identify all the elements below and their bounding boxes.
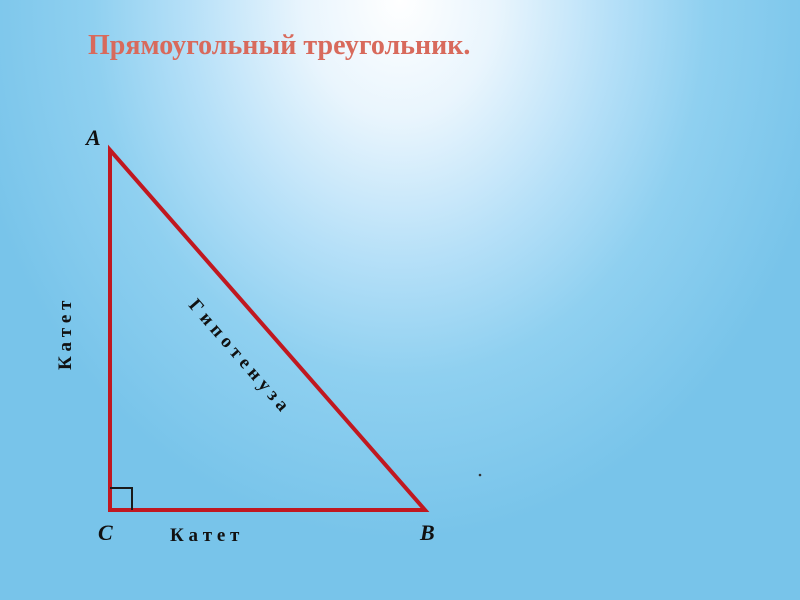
vertex-label-a: А: [86, 125, 101, 151]
side-label-leg-horizontal: К а т е т: [170, 525, 239, 547]
vertex-label-c: С: [98, 520, 113, 546]
tiny-dot: [479, 474, 482, 477]
right-angle-marker: [110, 488, 132, 510]
side-label-leg-vertical: К а т е т: [55, 301, 77, 370]
triangle-shape: [110, 150, 425, 510]
vertex-label-b: В: [420, 520, 435, 546]
triangle-figure: [0, 0, 800, 600]
slide: Прямоугольный треугольник. А В С К а т е…: [0, 0, 800, 600]
